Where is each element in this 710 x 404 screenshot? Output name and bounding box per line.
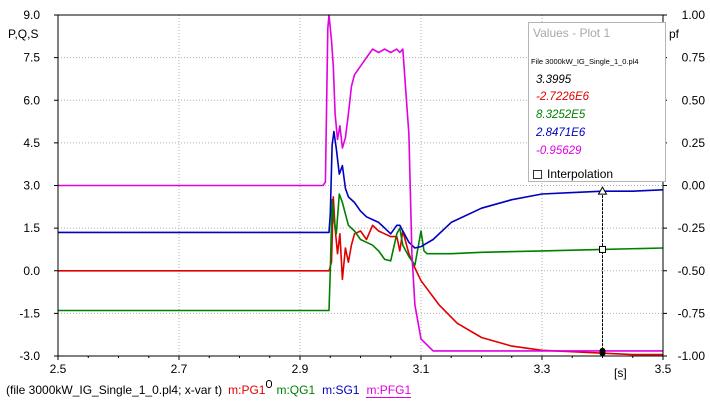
cursor-marker-pfg1 xyxy=(599,347,606,354)
y-tick-label-right: 0.25 xyxy=(682,136,706,150)
x-tick-label: 3.5 xyxy=(655,362,672,376)
y-tick-label-left: 3.0 xyxy=(23,179,40,193)
interpolation-checkbox[interactable]: Interpolation xyxy=(533,167,613,181)
checkbox-box[interactable] xyxy=(533,169,542,179)
plot-area[interactable]: 2.5 2.7 2.9 3.1 3.3 3.5 9.0 7.5 6.0 4.5 3.0 1.5 0.0 -… xyxy=(0,0,710,380)
y-tick-label-right: 0.00 xyxy=(682,179,706,193)
plot-footer: (file 3000kW_IG_Single_1_0.pl4; x-var t)… xyxy=(6,380,418,401)
legend-qg1[interactable]: m:QG1 xyxy=(276,383,316,397)
y-tick-label-left: 6.0 xyxy=(23,93,40,107)
series-layer xyxy=(58,14,664,356)
footer-file-label: (file 3000kW_IG_Single_1_0.pl4; x-var t) xyxy=(6,383,223,397)
series-line-pg1 xyxy=(58,196,663,356)
cursor-marker-sg1 xyxy=(597,186,608,195)
cursor-value-qg1: 8.3252E5 xyxy=(536,109,586,121)
y-axis-label-left: P,Q,S xyxy=(8,27,38,41)
legend-pfg1[interactable]: m:PFG1 xyxy=(366,383,412,398)
x-tick-label: 3.3 xyxy=(534,362,551,376)
cursor-value-pg1: -2.7226E6 xyxy=(536,91,590,103)
y-tick-label-left: -1.5 xyxy=(19,306,40,320)
y-tick-label-left: 1.5 xyxy=(23,221,40,235)
y-tick-label-left: 0.0 xyxy=(23,264,40,278)
tick-labels: 2.5 2.7 2.9 3.1 3.3 3.5 9.0 7.5 6.0 4.5 3.0 1.5 0.0 -… xyxy=(19,8,705,376)
cursor-marker-qg1 xyxy=(599,245,606,253)
series-line-qg1 xyxy=(58,193,664,312)
y-tick-label-left: -3.0 xyxy=(19,349,40,363)
legend-marker-icon xyxy=(266,380,273,388)
legend-sg1[interactable]: m:SG1 xyxy=(322,383,360,397)
y-axis-label-right: pf xyxy=(669,27,680,41)
series-line-sg1 xyxy=(58,130,664,249)
y-tick-label-right: 0.75 xyxy=(682,51,706,65)
y-tick-label-right: 0.50 xyxy=(682,93,706,107)
legend-pg1[interactable]: m:PG1 xyxy=(228,383,266,397)
cursor-line[interactable] xyxy=(597,186,608,357)
cursor-value-pfg1: -0.95629 xyxy=(536,145,582,157)
interpolation-label: Interpolation xyxy=(547,167,614,181)
plot-frame xyxy=(54,14,667,360)
y-tick-label-left: 9.0 xyxy=(23,8,40,22)
y-tick-label-right: -0.50 xyxy=(678,264,706,278)
x-axis-unit-label: [s] xyxy=(614,366,627,380)
plot-border xyxy=(57,14,664,357)
values-panel-title: Values - Plot 1 xyxy=(533,26,611,40)
x-tick-label: 2.9 xyxy=(292,362,309,376)
values-panel-file: File 3000kW_IG_Single_1_0.pl4 xyxy=(531,57,639,66)
y-tick-label-right: 1.00 xyxy=(682,8,706,22)
cursor-value-sg1: 2.8471E6 xyxy=(536,127,586,139)
values-panel[interactable]: Values - Plot 1 File 3000kW_IG_Single_1_… xyxy=(528,22,666,182)
x-tick-label: 2.5 xyxy=(50,362,67,376)
series-line-pfg1 xyxy=(58,14,663,352)
cursor-value-time: 3.3995 xyxy=(536,74,572,86)
y-tick-label-right: -1.00 xyxy=(678,349,706,363)
y-tick-label-left: 4.5 xyxy=(23,136,40,150)
y-tick-label-right: -0.75 xyxy=(678,306,706,320)
y-tick-label-left: 7.5 xyxy=(23,51,40,65)
x-tick-label: 2.7 xyxy=(171,362,188,376)
y-tick-label-right: -0.25 xyxy=(678,221,706,235)
x-tick-label: 3.1 xyxy=(413,362,430,376)
